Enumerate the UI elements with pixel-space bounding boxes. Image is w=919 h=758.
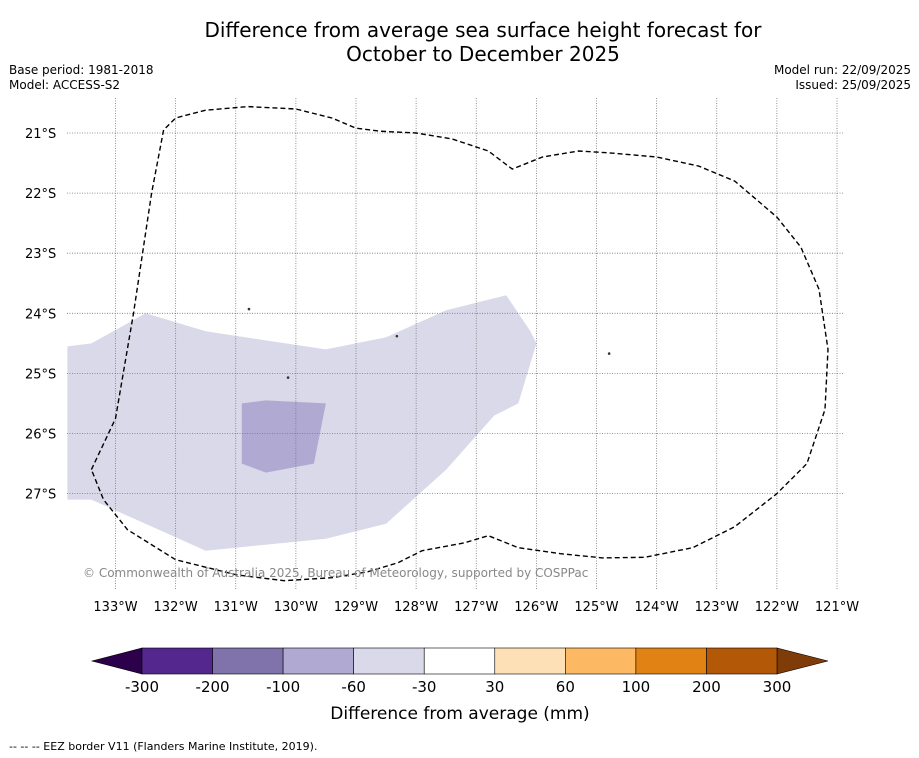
- island-marker: [247, 307, 251, 311]
- colorbar-segment: [494, 647, 566, 675]
- island-marker: [607, 352, 611, 355]
- colorbar-segment: [706, 647, 778, 675]
- lon-tick-label: 121°W: [815, 600, 859, 615]
- lon-tick-label: 124°W: [635, 600, 679, 615]
- meta-left: Base period: 1981-2018 Model: ACCESS-S2: [9, 63, 154, 93]
- lon-tick-label: 127°W: [454, 600, 498, 615]
- colorbar-tick-label: -300: [125, 678, 159, 696]
- colorbar-tick-label: -30: [412, 678, 437, 696]
- lat-tick-label: 27°S: [25, 488, 56, 503]
- colorbar: -300 -200 -100 -60 -30 30 60 100 200 300 Differenc…: [90, 647, 829, 724]
- issued-text: Issued: 25/09/2025: [795, 78, 911, 92]
- lat-tick-label: 25°S: [25, 367, 56, 382]
- copyright-watermark: © Commonwealth of Australia 2025, Bureau…: [83, 566, 588, 580]
- lat-tick-label: 23°S: [25, 247, 56, 262]
- lat-tick-label: 24°S: [25, 307, 56, 322]
- lon-tick-label: 125°W: [574, 600, 618, 615]
- eez-footer-note: -- -- -- EEZ border V11 (Flanders Marine…: [9, 740, 318, 753]
- lon-tick-label: 131°W: [214, 600, 258, 615]
- model-text: Model: ACCESS-S2: [9, 78, 121, 92]
- island-marker: [286, 376, 290, 379]
- lon-tick-label: 126°W: [514, 600, 558, 615]
- map-layer: 133°W 132°W 131°W 130°W 129°W 128°W 127°W 126°W…: [25, 98, 859, 615]
- model-run-text: Model run: 22/09/2025: [773, 63, 911, 77]
- colorbar-tick-label: 200: [692, 678, 721, 696]
- island-marker: [395, 334, 399, 338]
- colorbar-segment: [141, 647, 213, 675]
- title-line-1: Difference from average sea surface heig…: [204, 18, 762, 42]
- lon-tick-label: 129°W: [334, 600, 378, 615]
- colorbar-segment: [635, 647, 707, 675]
- region-minus100-minus60: [241, 400, 326, 473]
- colorbar-tick-label: 100: [622, 678, 651, 696]
- colorbar-tick-label: -60: [341, 678, 366, 696]
- colorbar-tick-label: 300: [763, 678, 792, 696]
- colorbar-extend-min: [90, 647, 143, 675]
- colorbar-segment: [353, 647, 425, 675]
- colorbar-label: Difference from average (mm): [330, 704, 589, 724]
- colorbar-extend-max: [776, 647, 829, 675]
- chart-title: Difference from average sea surface heig…: [0, 18, 919, 66]
- lat-tick-label: 26°S: [25, 428, 56, 443]
- lon-tick-label: 133°W: [93, 600, 137, 615]
- lat-tick-label: 22°S: [25, 187, 56, 202]
- colorbar-tick-label: -100: [266, 678, 300, 696]
- lon-tick-label: 123°W: [695, 600, 739, 615]
- lon-tick-label: 132°W: [154, 600, 198, 615]
- colorbar-segment: [282, 647, 354, 675]
- colorbar-segment: [212, 647, 284, 675]
- lat-tick-label: 21°S: [25, 127, 56, 142]
- lon-tick-label: 130°W: [274, 600, 318, 615]
- lon-tick-label: 122°W: [755, 600, 799, 615]
- colorbar-tick-label: -200: [196, 678, 230, 696]
- colorbar-segment: [565, 647, 637, 675]
- colorbar-tick-label: 30: [485, 678, 504, 696]
- colorbar-segment: [423, 647, 496, 675]
- meta-right: Model run: 22/09/2025 Issued: 25/09/2025: [774, 63, 911, 93]
- lon-tick-label: 128°W: [394, 600, 438, 615]
- base-period-text: Base period: 1981-2018: [9, 63, 154, 77]
- title-line-2: October to December 2025: [346, 42, 620, 66]
- map-chart: 133°W 132°W 131°W 130°W 129°W 128°W 127°W 126°W…: [25, 98, 859, 724]
- colorbar-tick-label: 60: [556, 678, 575, 696]
